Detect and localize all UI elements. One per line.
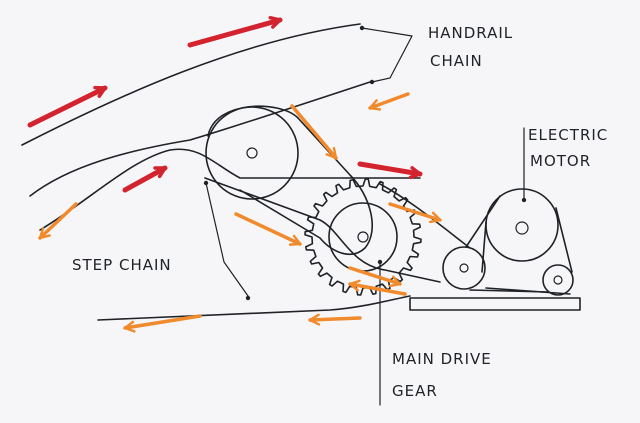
red-arrow-handrail-left [27,85,108,128]
orange-arrow-gear-return [348,279,407,296]
red-arrow-group [27,15,423,193]
motor-dot [521,197,527,203]
handrail-label-2: CHAIN [430,52,483,70]
step-chain-label: STEP CHAIN [72,256,172,274]
handrail-chain-upper [21,23,361,146]
handrail-loop [207,105,373,255]
red-arrow-to-motor [357,161,423,180]
motor-label-1: ELECTRIC [528,126,608,144]
red-arrow-handrail-top [187,15,283,48]
drive-chain [204,177,441,283]
orange-arrow-gear-right [388,202,442,224]
gear-hub [357,231,369,243]
handrail-wheel-hub [246,147,258,159]
step-dot-1 [203,180,209,186]
motor-label-2: MOTOR [530,152,591,170]
orange-arrow-step-chain [234,212,302,246]
step-dot-2 [245,295,251,301]
motor-small-hub [553,275,563,285]
step-chain-lower [97,295,411,321]
orange-arrow-lower-right [308,313,362,326]
step-chain-upper [39,148,421,231]
motor-small-pulley [542,264,574,296]
handrail-dot-1 [359,25,365,31]
idler-hub [459,263,469,273]
main-drive-gear [304,178,422,296]
gear-label-1: MAIN DRIVE [392,350,492,368]
orange-arrow-gear-lower [348,266,402,288]
gear-label-2: GEAR [392,382,438,400]
idler-pulley [442,246,486,290]
orange-arrow-wheel [290,104,338,160]
orange-arrow-lower-left [123,314,202,333]
red-arrow-step-upper [122,165,168,193]
orange-arrow-step-left [38,202,78,240]
handrail-label-1: HANDRAIL [428,24,513,42]
handrail-dot-2 [369,79,375,85]
gear-dot [377,259,383,265]
motor-hub [515,221,529,235]
orange-arrow-group [38,92,442,333]
handrail-leader [361,27,413,83]
pulley-belt [465,195,549,293]
motor-belt [481,207,573,295]
base-plate [409,297,581,311]
step-chain-leader [205,182,249,297]
orange-arrow-handrail-return [368,92,410,111]
handrail-chain-lower [29,81,371,197]
